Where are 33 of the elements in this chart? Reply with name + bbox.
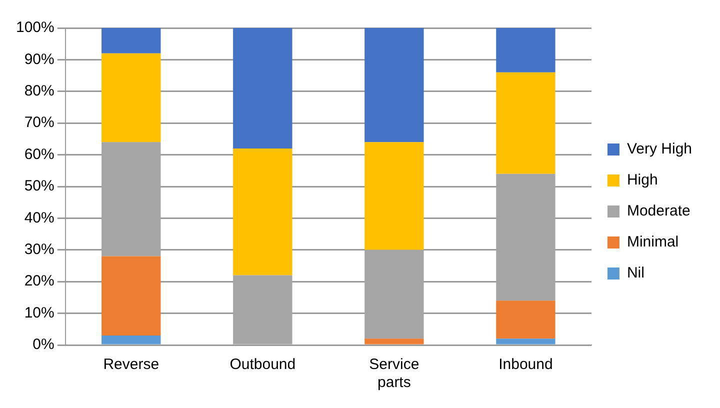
bar (496, 28, 556, 72)
bar (496, 72, 556, 174)
y-tick-label: 100% (16, 19, 54, 36)
bar (364, 142, 424, 250)
bar (496, 300, 556, 339)
x-tick-label: Service parts (369, 356, 420, 392)
bar (364, 338, 424, 344)
bar (364, 28, 424, 142)
y-tick-label: 40% (24, 209, 54, 226)
bar (102, 53, 161, 142)
bar (233, 28, 292, 148)
bar (102, 28, 161, 54)
y-tick-label: 90% (24, 50, 54, 68)
bar (496, 338, 556, 344)
y-tick-label: 30% (24, 241, 54, 258)
x-tick-label: Reverse (103, 356, 160, 374)
y-tick-label: 10% (24, 304, 54, 322)
legend-label: Nil (626, 264, 644, 282)
y-tick-label: 50% (24, 178, 54, 195)
y-tick-label: 70% (24, 114, 54, 132)
bar (102, 256, 161, 336)
legend-label: Very High (626, 140, 692, 158)
legend-label: Moderate (626, 202, 690, 220)
y-tick-label: 60% (24, 146, 54, 163)
bar (233, 148, 292, 276)
legend-label: Minimal (626, 234, 679, 251)
y-tick-label: 20% (24, 272, 54, 290)
y-tick-label: 0% (32, 336, 54, 354)
legend-label: High (626, 172, 658, 189)
x-tick-label: Outbound (230, 356, 296, 374)
y-tick-label: 80% (24, 82, 54, 100)
x-tick-label: Inbound (498, 356, 553, 374)
bar (102, 335, 161, 344)
